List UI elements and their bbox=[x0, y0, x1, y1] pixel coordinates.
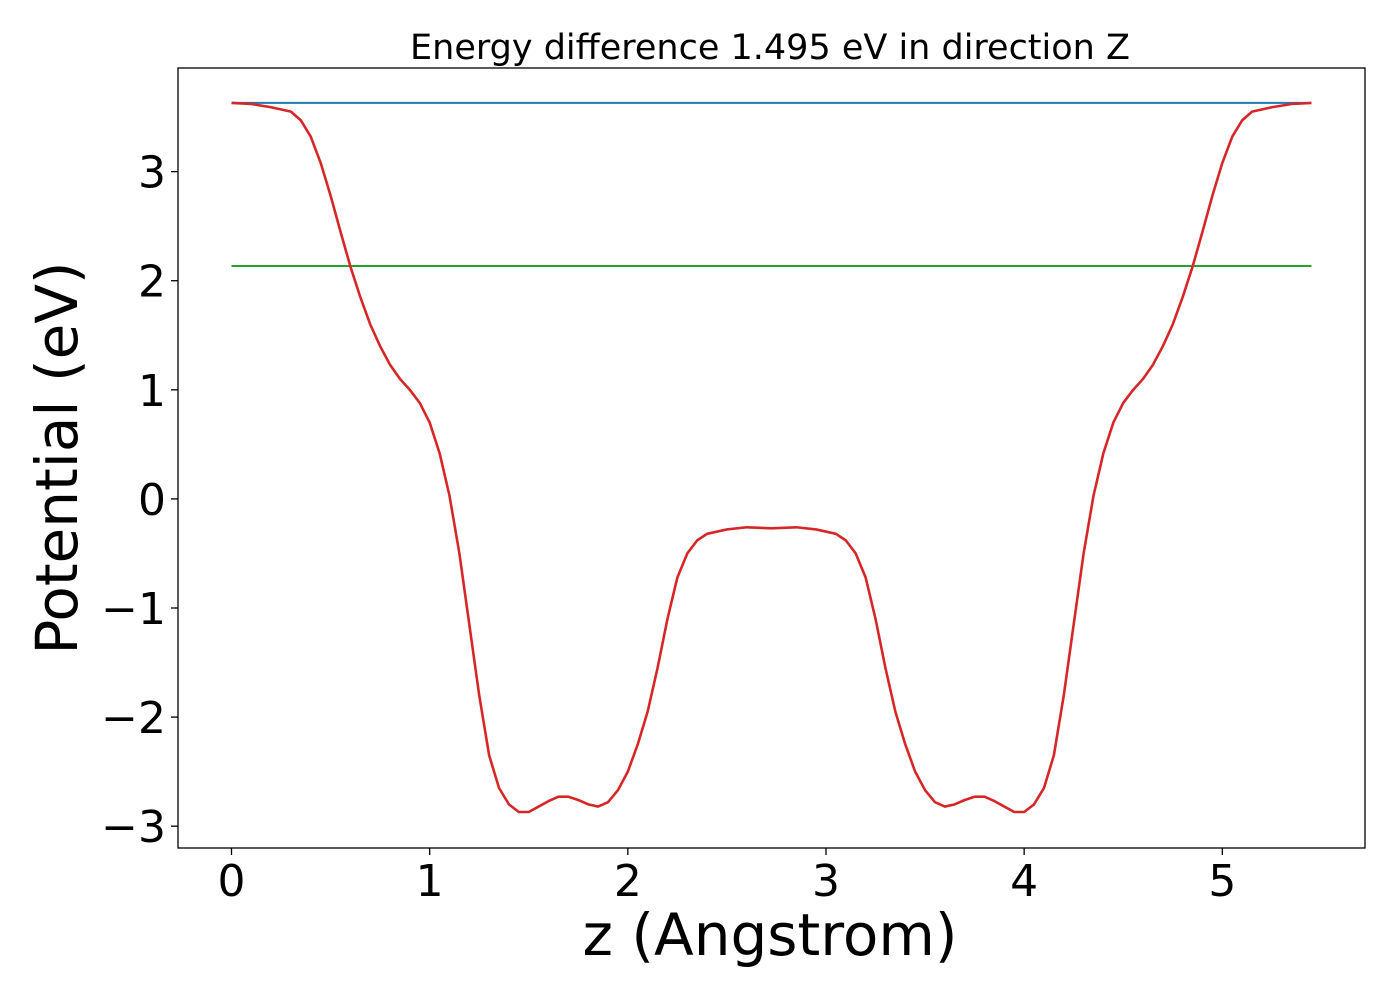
plot-frame bbox=[177, 67, 1366, 849]
x-axis-label: z (Angstrom) bbox=[583, 901, 958, 969]
x-tick-label: 1 bbox=[416, 856, 444, 907]
x-tick-label: 3 bbox=[812, 856, 840, 907]
y-tick-label: 1 bbox=[138, 366, 166, 417]
y-tick-label: 2 bbox=[138, 257, 166, 308]
x-tick-label: 4 bbox=[1010, 856, 1038, 907]
y-axis-ticks: −3 −2 −1 0 1 2 3 bbox=[101, 148, 178, 853]
y-tick-label: 0 bbox=[138, 475, 166, 526]
y-axis-label: Potential (eV) bbox=[23, 261, 91, 654]
plot-area bbox=[178, 68, 1365, 848]
x-tick-label: 5 bbox=[1208, 856, 1236, 907]
series-line-2 bbox=[231, 101, 1312, 814]
x-tick-label: 2 bbox=[614, 856, 642, 907]
y-tick-label: 3 bbox=[138, 148, 166, 199]
series-layer bbox=[231, 101, 1312, 814]
y-tick-label: −2 bbox=[101, 693, 166, 744]
y-tick-label: −1 bbox=[101, 584, 166, 635]
x-tick-label: 0 bbox=[218, 856, 246, 907]
x-axis-ticks: 0 1 2 3 4 5 bbox=[218, 848, 1236, 907]
chart-title: Energy difference 1.495 eV in direction … bbox=[410, 28, 1130, 68]
y-tick-label: −3 bbox=[101, 802, 166, 853]
